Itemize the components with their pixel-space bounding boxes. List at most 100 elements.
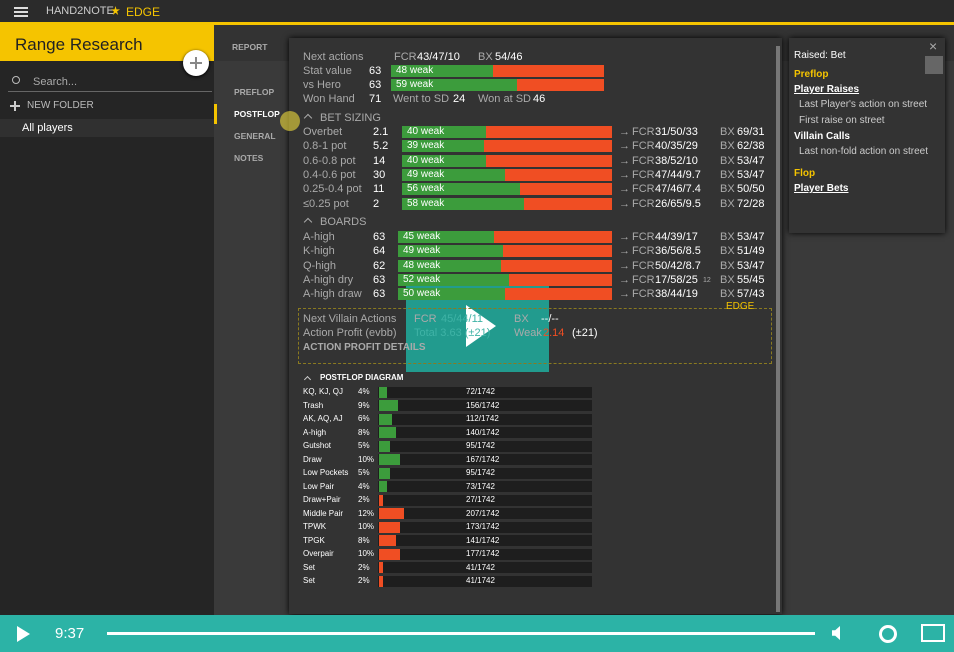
diagram-bar: [379, 386, 388, 398]
side-item: Last non-fold action on street: [799, 146, 928, 157]
volume-button[interactable]: [832, 626, 840, 640]
arrow: →: [619, 288, 630, 301]
weak-label: 39 weak: [407, 140, 445, 152]
side-street: Flop: [794, 168, 816, 179]
weak-label: 48 weak: [396, 65, 434, 76]
diagram-label: Draw+Pair: [303, 495, 341, 504]
weak-label: 52 weak: [403, 273, 441, 285]
pin-icon[interactable]: [925, 56, 943, 74]
profit-weak: 2.14: [543, 327, 565, 339]
row-count: 63: [369, 65, 382, 77]
arrow: →: [619, 140, 630, 153]
sidebar-header: [0, 25, 214, 61]
arrow: →: [619, 183, 630, 196]
scrollbar: [776, 46, 780, 612]
fcr-value: 47/46/7.4: [655, 183, 701, 196]
fcr-value: 40/35/29: [655, 140, 698, 153]
bx-label: BX: [720, 168, 735, 181]
diagram-bar: [379, 494, 384, 506]
diagram-pct: 4%: [358, 481, 370, 491]
diagram-count: 207/1742: [466, 508, 500, 518]
bx-value: 53/47: [737, 154, 765, 167]
edge-star: [111, 6, 120, 15]
close-icon[interactable]: ×: [929, 38, 938, 54]
search-input[interactable]: Search...: [33, 76, 78, 88]
weak-bar: [402, 183, 520, 196]
fcr-note: 12: [703, 276, 711, 284]
bx-label: BX: [720, 245, 735, 258]
progress-track[interactable]: [107, 632, 815, 635]
menu-icon[interactable]: [14, 7, 28, 9]
row-label: Stat value: [303, 65, 352, 77]
row-count: 2: [373, 197, 380, 210]
tab[interactable]: PREFLOP: [234, 87, 275, 97]
diagram-label: TPGK: [303, 535, 325, 545]
diagram-count: 95/1742: [466, 468, 495, 477]
diagram-title: POSTFLOP DIAGRAM: [320, 373, 404, 382]
tab[interactable]: REPORT: [232, 42, 268, 52]
weak-label: 49 weak: [403, 245, 441, 257]
fcr-value: 36/56/8.5: [655, 245, 701, 258]
weak-label: 49 weak: [407, 168, 445, 180]
diagram-pct: 8%: [358, 535, 370, 545]
video-time: 9:37: [55, 625, 85, 642]
diagram-label: Draw: [303, 454, 322, 464]
play-button[interactable]: [17, 626, 30, 642]
edge-label: EDGE: [126, 5, 161, 19]
arrow: →: [619, 154, 630, 167]
row-count: 2.1: [373, 126, 389, 138]
diagram-pct: 10%: [358, 454, 375, 464]
fcr-label: FCR: [414, 313, 437, 325]
fcr-value: 17/58/25: [655, 273, 698, 286]
weak-bar: [398, 273, 510, 286]
fcr-value: 50/42/8.7: [655, 259, 701, 272]
diagram-track: [378, 400, 592, 411]
row-label: ≤0.25 pot: [303, 197, 349, 210]
new-folder[interactable]: NEW FOLDER: [27, 100, 94, 111]
row-label: K-high: [303, 245, 335, 258]
diagram-track: [378, 535, 592, 546]
folder-item[interactable]: [0, 119, 214, 137]
fcr-label: FCR: [394, 51, 417, 63]
diagram-pct: 10%: [358, 549, 375, 558]
diagram-count: 95/1742: [466, 441, 495, 450]
diagram-bar: [379, 521, 400, 533]
settings-button[interactable]: [879, 625, 897, 643]
diagram-track: [378, 494, 592, 506]
sidebar-title: Range Research: [15, 35, 143, 54]
diagram-track: [378, 562, 592, 573]
weak-label: 58 weak: [407, 197, 445, 209]
diagram-bar: [379, 548, 400, 560]
bx-label: BX: [720, 183, 735, 196]
diagram-pct: 2%: [358, 562, 370, 572]
bx-label: BX: [720, 273, 735, 286]
side-group: Player Raises: [794, 84, 860, 95]
fcr-label: FCR: [632, 154, 655, 167]
fullscreen-button[interactable]: [921, 624, 945, 642]
side-title: Raised: Bet: [794, 50, 846, 61]
arrow: →: [619, 197, 630, 210]
tab[interactable]: POSTFLOP: [234, 109, 280, 119]
bx-value: --/--: [541, 313, 559, 325]
tab[interactable]: NOTES: [234, 153, 264, 163]
top-accent: [0, 22, 954, 25]
fcr-value: 26/65/9.5: [655, 197, 701, 210]
weak-label: 59 weak: [396, 79, 434, 90]
bx-value: 53/47: [737, 231, 765, 243]
diagram-label: Gutshot: [303, 441, 332, 450]
bx-label: BX: [720, 140, 735, 153]
diagram-pct: 8%: [358, 427, 370, 437]
details-link: ACTION PROFIT DETAILS: [303, 342, 426, 353]
row-label: Went to SD: [393, 93, 450, 105]
weak-bar: [398, 245, 503, 258]
diagram-count: 72/1742: [466, 387, 495, 396]
row-label: 0.25-0.4 pot: [303, 183, 362, 196]
tab[interactable]: GENERAL: [234, 131, 276, 141]
row-label: Action Profit (evbb): [303, 327, 397, 339]
weak-bar: [398, 231, 495, 243]
bx-value: 50/50: [737, 183, 765, 196]
top-bar: [0, 0, 954, 22]
row-count: 5.2: [373, 140, 389, 153]
diagram-label: Set: [303, 576, 316, 585]
row-label: 0.6-0.8 pot: [303, 154, 356, 167]
